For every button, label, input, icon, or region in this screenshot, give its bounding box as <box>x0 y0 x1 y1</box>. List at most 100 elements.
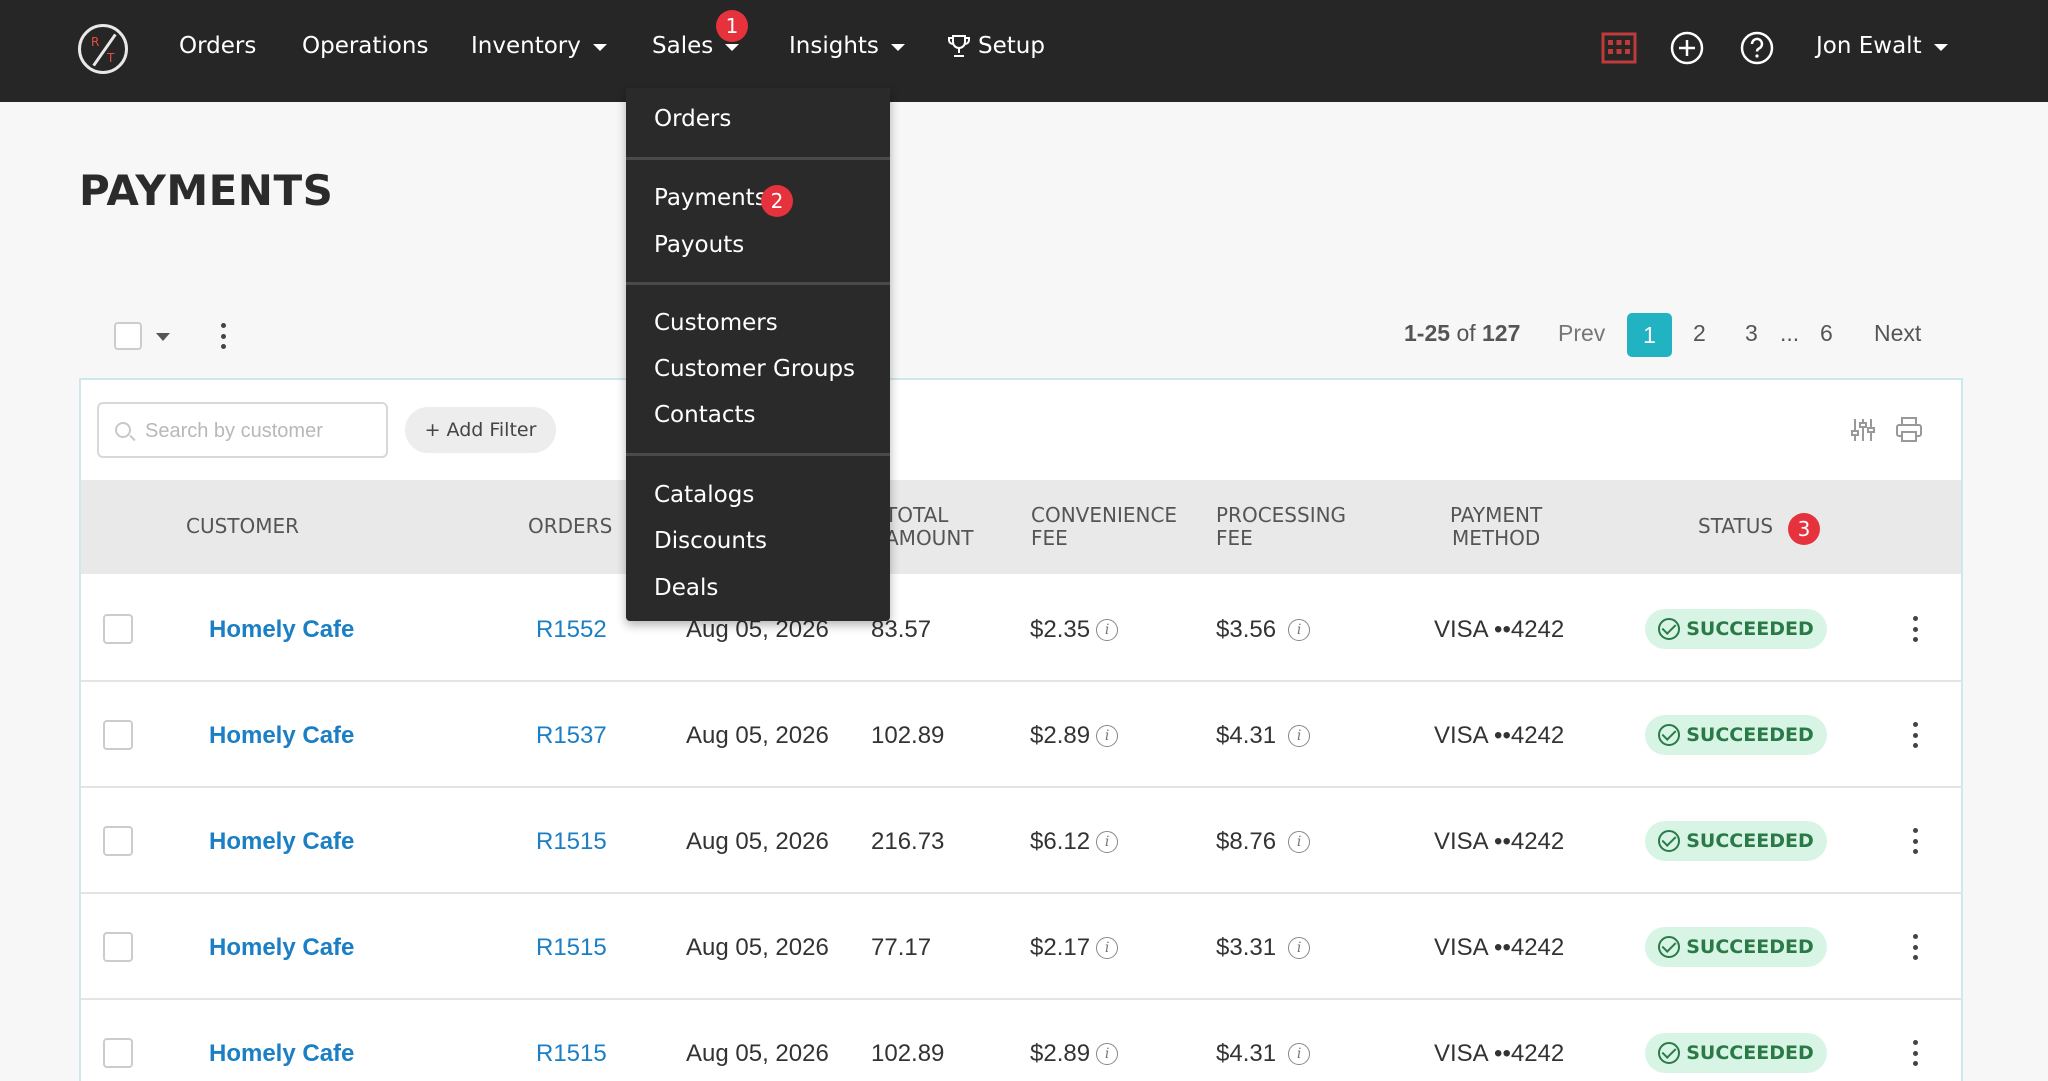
row-checkbox[interactable] <box>103 1038 133 1068</box>
menu-item-deals[interactable]: Deals <box>654 575 719 601</box>
menu-item-customers[interactable]: Customers <box>654 310 778 336</box>
user-menu[interactable]: Jon Ewalt <box>1816 33 1948 59</box>
select-all-checkbox[interactable] <box>114 322 142 350</box>
processing-fee: $4.31 i <box>1216 722 1311 750</box>
plus-circle-icon[interactable] <box>1669 30 1705 66</box>
add-filter-button[interactable]: + Add Filter <box>405 407 556 453</box>
row-checkbox[interactable] <box>103 720 133 750</box>
check-circle-icon <box>1658 724 1681 746</box>
nav-inventory[interactable]: Inventory <box>471 33 607 59</box>
table-header: CUSTOMER ORDERS TOTAL AMOUNT CONVENIENCE… <box>81 480 1961 574</box>
info-icon[interactable]: i <box>1288 831 1311 853</box>
check-circle-icon <box>1658 936 1681 958</box>
customer-link[interactable]: Homely Cafe <box>209 828 355 855</box>
bulk-actions-kebab-icon[interactable] <box>220 323 226 349</box>
nav-setup[interactable]: Setup <box>946 33 1045 59</box>
processing-fee-value: $3.56 <box>1216 616 1277 643</box>
row-checkbox[interactable] <box>103 614 133 644</box>
pagination-next[interactable]: Next <box>1874 320 1922 346</box>
nav-operations[interactable]: Operations <box>302 33 428 59</box>
printer-icon[interactable] <box>1894 415 1924 445</box>
menu-item-discounts[interactable]: Discounts <box>654 528 767 554</box>
info-icon[interactable]: i <box>1288 725 1311 747</box>
menu-item-catalogs[interactable]: Catalogs <box>654 482 755 508</box>
col-processing-fee[interactable]: PROCESSING FEE <box>1216 504 1346 550</box>
payment-method: VISA ••4242 <box>1434 616 1565 643</box>
order-link[interactable]: R1537 <box>536 722 607 749</box>
menu-item-customer-groups[interactable]: Customer Groups <box>654 356 856 382</box>
status-badge: SUCCEEDED <box>1645 1033 1827 1073</box>
col-convenience-fee[interactable]: CONVENIENCE FEE <box>1031 504 1177 550</box>
order-link[interactable]: R1515 <box>536 828 607 855</box>
col-payment-method-line2: METHOD <box>1451 526 1541 550</box>
convenience-fee: $2.89 i <box>1030 1040 1119 1068</box>
info-icon[interactable]: i <box>1096 1043 1119 1065</box>
row-actions-kebab-icon[interactable] <box>1912 828 1918 854</box>
payment-method: VISA ••4242 <box>1434 1040 1565 1067</box>
table-row[interactable]: Homely Cafe R1552 Aug 05, 2026 83.57 $2.… <box>81 576 1961 682</box>
sliders-icon[interactable] <box>1848 415 1878 445</box>
info-icon[interactable]: i <box>1096 831 1119 853</box>
row-actions-kebab-icon[interactable] <box>1912 934 1918 960</box>
nav-orders-label: Orders <box>179 33 257 59</box>
row-checkbox[interactable] <box>103 932 133 962</box>
order-link[interactable]: R1552 <box>536 616 607 643</box>
question-circle-icon[interactable] <box>1739 30 1775 66</box>
col-status[interactable]: STATUS <box>1698 514 1774 538</box>
processing-fee-value: $8.76 <box>1216 828 1277 855</box>
pagination-prev[interactable]: Prev <box>1558 320 1606 346</box>
col-payment-method[interactable]: PAYMENT METHOD <box>1450 504 1542 550</box>
pagination-page-3[interactable]: 3 <box>1745 320 1758 346</box>
order-link[interactable]: R1515 <box>536 934 607 961</box>
search-input[interactable] <box>145 416 375 446</box>
nav-insights[interactable]: Insights <box>789 33 905 59</box>
table-row[interactable]: Homely Cafe R1515 Aug 05, 2026 102.89 $2… <box>81 1000 1961 1081</box>
customer-link[interactable]: Homely Cafe <box>209 934 355 961</box>
convenience-fee: $2.17 i <box>1030 934 1119 962</box>
row-checkbox[interactable] <box>103 826 133 856</box>
search-icon <box>115 422 131 438</box>
customer-link[interactable]: Homely Cafe <box>209 616 355 643</box>
table-row[interactable]: Homely Cafe R1515 Aug 05, 2026 216.73 $6… <box>81 788 1961 894</box>
nav-sales[interactable]: Sales <box>652 33 740 59</box>
row-actions-kebab-icon[interactable] <box>1912 722 1918 748</box>
customer-link[interactable]: Homely Cafe <box>209 1040 355 1067</box>
menu-item-payments[interactable]: Payments <box>654 185 767 211</box>
info-icon[interactable]: i <box>1288 619 1311 641</box>
table-row[interactable]: Homely Cafe R1537 Aug 05, 2026 102.89 $2… <box>81 682 1961 788</box>
info-icon[interactable]: i <box>1096 725 1119 747</box>
processing-fee-value: $4.31 <box>1216 722 1277 749</box>
pagination-page-1[interactable]: 1 <box>1627 313 1672 357</box>
info-icon[interactable]: i <box>1096 619 1119 641</box>
row-actions-kebab-icon[interactable] <box>1912 1040 1918 1066</box>
col-total-amount-line1: TOTAL <box>885 503 949 527</box>
step-badge-3: 3 <box>1788 513 1820 545</box>
step-badge-1: 1 <box>716 10 748 42</box>
search-box[interactable] <box>97 402 388 458</box>
row-actions-kebab-icon[interactable] <box>1912 616 1918 642</box>
col-total-amount[interactable]: TOTAL AMOUNT <box>885 504 974 550</box>
info-icon[interactable]: i <box>1288 937 1311 959</box>
chevron-down-icon <box>725 44 740 51</box>
col-orders[interactable]: ORDERS <box>528 514 613 538</box>
nav-inventory-label: Inventory <box>471 33 581 59</box>
menu-item-contacts[interactable]: Contacts <box>654 402 756 428</box>
page-title: PAYMENTS <box>79 166 334 215</box>
info-icon[interactable]: i <box>1288 1043 1311 1065</box>
customer-link[interactable]: Homely Cafe <box>209 722 355 749</box>
order-link[interactable]: R1515 <box>536 1040 607 1067</box>
pagination-page-2[interactable]: 2 <box>1693 320 1706 346</box>
chevron-down-icon[interactable] <box>156 333 170 341</box>
col-customer[interactable]: CUSTOMER <box>186 514 300 538</box>
pagination-page-6[interactable]: 6 <box>1820 320 1833 346</box>
info-icon[interactable]: i <box>1096 937 1119 959</box>
restaurant-logo-icon[interactable]: R T <box>78 24 128 74</box>
pagination-of: of <box>1456 320 1476 346</box>
nav-orders[interactable]: Orders <box>179 33 256 59</box>
payment-method: VISA ••4242 <box>1434 722 1565 749</box>
menu-item-orders[interactable]: Orders <box>654 106 732 132</box>
sales-dropdown-menu: Orders Payments 2 Payouts Customers Cust… <box>626 88 890 621</box>
menu-item-payouts[interactable]: Payouts <box>654 232 745 258</box>
calendar-grid-icon[interactable] <box>1601 30 1637 66</box>
table-row[interactable]: Homely Cafe R1515 Aug 05, 2026 77.17 $2.… <box>81 894 1961 1000</box>
